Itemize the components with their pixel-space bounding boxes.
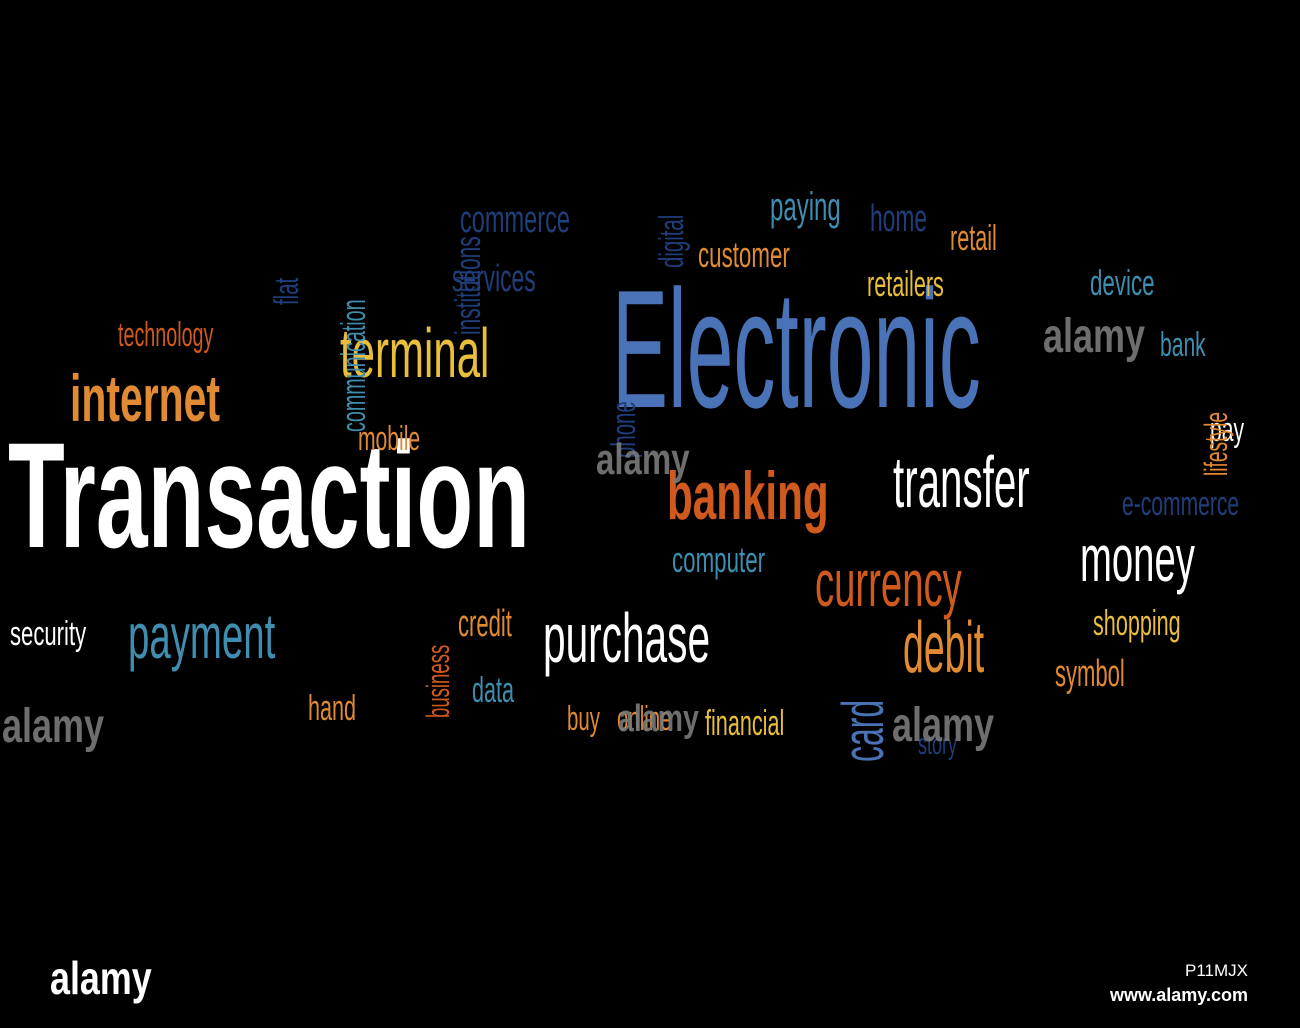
word-security: security [10, 615, 87, 653]
word-business: business [420, 644, 456, 718]
word-flat: flat [268, 277, 306, 305]
image-id: P11MJX [1185, 961, 1248, 980]
watermark: alamy [618, 698, 699, 740]
word-shopping: shopping [1093, 602, 1181, 643]
word-transfer: transfer [893, 443, 1030, 523]
word-communication: communication [335, 299, 373, 432]
watermark: alamy [892, 699, 995, 752]
word-data: data [472, 669, 515, 710]
word-mobile: mobile [358, 420, 421, 458]
word-payment: payment [128, 600, 276, 672]
word-retailers: retailers [867, 263, 944, 304]
word-credit: credit [458, 603, 512, 645]
word-buy: buy [567, 700, 600, 738]
watermark: alamy [2, 700, 105, 753]
watermark: alamy [1043, 310, 1146, 363]
word-transaction: Transaction [8, 411, 530, 579]
word-money: money [1080, 521, 1195, 595]
word-computer: computer [672, 539, 766, 580]
word-purchase: purchase [543, 599, 711, 677]
site-url: www.alamy.com [1109, 985, 1248, 1005]
word-pay: pay [1210, 411, 1244, 449]
word-debit: debit [903, 608, 985, 688]
word-banking: banking [667, 458, 829, 534]
word-card: card [831, 699, 896, 762]
word-bank: bank [1160, 326, 1206, 364]
word-retail: retail [950, 217, 997, 258]
word-currency: currency [815, 546, 962, 620]
alamy-logo: alamy [50, 952, 152, 1004]
watermark: alamy [596, 435, 690, 484]
word-commerce: commerce [460, 199, 570, 241]
word-story: story [918, 728, 958, 761]
word-services: services [452, 258, 536, 300]
word-paying: paying [770, 185, 841, 229]
word-electronic: Electronic [612, 255, 981, 443]
word-technology: technology [118, 316, 214, 354]
word-internet: internet [70, 361, 221, 435]
word-financial: financial [705, 702, 785, 743]
word-terminal: terminal [340, 314, 490, 392]
word-device: device [1090, 262, 1155, 303]
word-symbol: symbol [1055, 653, 1125, 695]
word-digital: digital [653, 214, 691, 268]
word-customer: customer [698, 234, 790, 275]
word-lifestyle: lifestyle [1198, 411, 1234, 476]
word-home: home [870, 198, 928, 240]
word-e-commerce: e-commerce [1122, 485, 1240, 523]
word-institutions: institutions [447, 236, 488, 335]
word-hand: hand [308, 687, 357, 728]
word-online: online [617, 700, 672, 738]
